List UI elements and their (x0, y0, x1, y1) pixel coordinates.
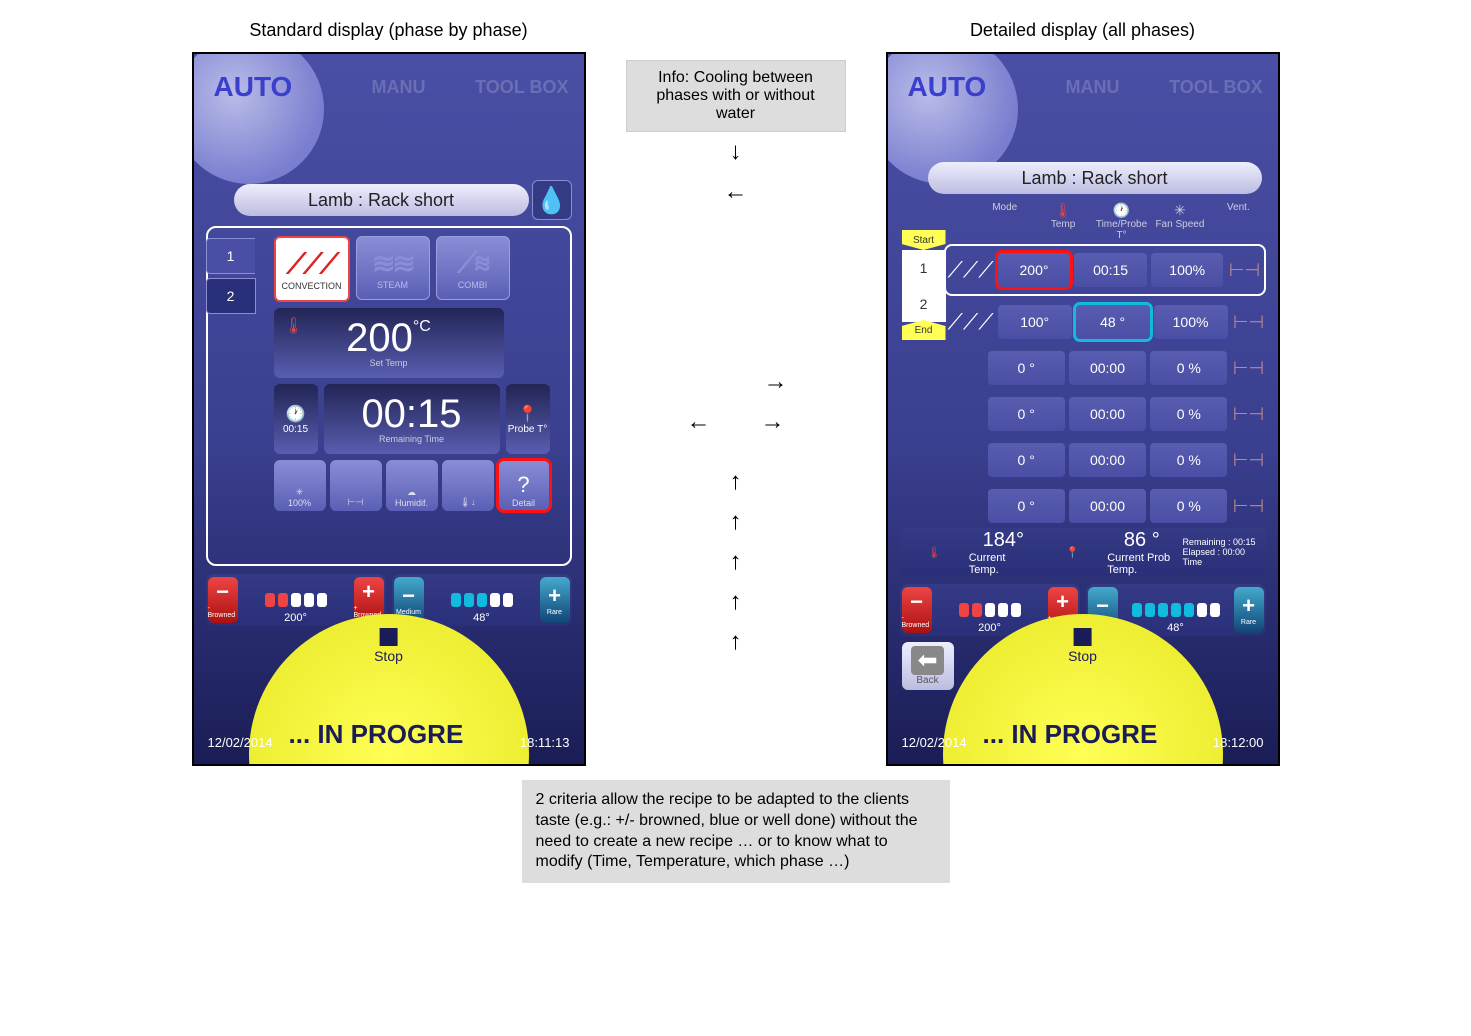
detail-row-4[interactable]: 0 °00:000 %⊢⊣ (948, 394, 1266, 434)
vent-button[interactable]: ⊢⊣ (330, 460, 382, 511)
temp-cell[interactable]: 0 ° (988, 397, 1065, 431)
end-marker: End (902, 320, 946, 340)
phase-panel: 1 2 ⟋⟋⟋CONVECTION ≋≋STEAM ⟋≋COMBI 🌡 200°… (206, 226, 572, 566)
detail-status-bar: 🌡 184°Current Temp. 📍 86 °Current Prob T… (900, 528, 1266, 576)
phase-tab-2[interactable]: 2 (206, 278, 256, 314)
temp-cell[interactable]: 0 ° (988, 351, 1065, 385)
start-marker: Start (902, 230, 946, 250)
heat-icon: 🌡↓ (460, 497, 476, 508)
time-cell[interactable]: 00:00 (1069, 397, 1146, 431)
temp-cell[interactable]: 0 ° (988, 443, 1065, 477)
time-elapsed-icon: 🕐00:15 (274, 384, 318, 454)
combi-icon: ⟋≋ (458, 247, 488, 280)
clock-icon: 🕐 (1113, 202, 1130, 218)
tab-manu[interactable]: MANU (337, 77, 460, 98)
water-icon[interactable]: 💧 (532, 180, 572, 220)
probe-icon: 📍 (1066, 546, 1080, 559)
mode-icon: ⟋⟋⟋ (948, 305, 994, 339)
criteria-callout: 2 criteria allow the recipe to be adapte… (522, 780, 950, 883)
status-text: ... IN PROGRE (983, 719, 1183, 750)
steam-icon: ≋≋ (372, 247, 413, 280)
top-tabs: AUTO MANU TOOL BOX (194, 62, 584, 112)
info-cooling-callout: Info: Cooling between phases with or wit… (626, 60, 846, 132)
mode-combi[interactable]: ⟋≋COMBI (436, 236, 510, 300)
temp-cell[interactable]: 100° (998, 305, 1072, 339)
detail-row-5[interactable]: 0 °00:000 %⊢⊣ (948, 440, 1266, 480)
tab-manu[interactable]: MANU (1031, 77, 1154, 98)
convection-icon: ⟋⟋⟋ (287, 248, 337, 281)
mode-convection[interactable]: ⟋⟋⟋CONVECTION (274, 236, 350, 302)
caption-detailed: Detailed display (all phases) (970, 20, 1195, 44)
detailed-device: AUTO MANU TOOL BOX Lamb : Rack short Mod… (886, 52, 1280, 766)
clock-label: 18:12:00 (1213, 735, 1264, 750)
fan-cell[interactable]: 0 % (1150, 489, 1227, 523)
time-cell[interactable]: 00:00 (1069, 489, 1146, 523)
fan-icon: ✳ (296, 487, 304, 498)
phase-num-1[interactable]: 1 (902, 250, 946, 286)
time-cell[interactable]: 00:00 (1069, 351, 1146, 385)
mode-icon (948, 397, 984, 431)
recipe-title: Lamb : Rack short (928, 162, 1262, 194)
time-cell[interactable]: 48 ° (1076, 305, 1150, 339)
tab-auto[interactable]: AUTO (194, 71, 337, 103)
fan-icon: ✳ (1174, 202, 1186, 218)
time-cell[interactable]: 00:00 (1069, 443, 1146, 477)
vent-icon[interactable]: ⊢⊣ (1231, 397, 1265, 431)
mode-icon (948, 351, 984, 385)
back-button[interactable]: ⬅Back (902, 642, 954, 690)
detail-rows: ⟋⟋⟋200°00:15100%⊢⊣⟋⟋⟋100°48 °100%⊢⊣0 °00… (948, 244, 1266, 532)
mode-icon (948, 489, 984, 523)
vent-icon[interactable]: ⊢⊣ (1231, 443, 1265, 477)
temp-cell[interactable]: 0 ° (988, 489, 1065, 523)
fan-cell[interactable]: 0 % (1150, 443, 1227, 477)
thermometer-icon: 🌡 (927, 546, 941, 559)
fan-cell[interactable]: 100% (1154, 305, 1228, 339)
fan-cell[interactable]: 0 % (1150, 351, 1227, 385)
fan-button[interactable]: ✳100% (274, 460, 326, 511)
heat-button[interactable]: 🌡↓ (442, 460, 494, 511)
detail-button[interactable]: ?Detail (498, 460, 550, 511)
status-text: ... IN PROGRE (289, 719, 489, 750)
fan-cell[interactable]: 0 % (1150, 397, 1227, 431)
vent-icon[interactable]: ⊢⊣ (1231, 489, 1265, 523)
tab-auto[interactable]: AUTO (888, 71, 1031, 103)
recipe-title: Lamb : Rack short (234, 184, 529, 216)
detail-headers: Mode 🌡Temp 🕐Time/Probe T° ✳Fan Speed Ven… (900, 202, 1266, 241)
detail-row-3[interactable]: 0 °00:000 %⊢⊣ (948, 348, 1266, 388)
phase-tab-1[interactable]: 1 (206, 238, 255, 274)
stop-button[interactable]: Stop (1068, 628, 1097, 664)
caption-standard: Standard display (phase by phase) (249, 20, 527, 44)
detail-row-2[interactable]: ⟋⟋⟋100°48 °100%⊢⊣ (948, 302, 1266, 342)
detail-row-1[interactable]: ⟋⟋⟋200°00:15100%⊢⊣ (944, 244, 1266, 296)
standard-device: AUTO MANU TOOL BOX Lamb : Rack short 💧 1… (192, 52, 586, 766)
probe-temp-button[interactable]: 📍Probe T° (506, 384, 550, 454)
humidif-icon: ☁ (407, 487, 416, 498)
date-label: 12/02/2014 (208, 735, 273, 750)
remaining-time-display[interactable]: 00:15 Remaining Time (324, 384, 500, 454)
temp-cell[interactable]: 200° (998, 253, 1071, 287)
callouts-column: Info: Cooling between phases with or wit… (626, 20, 846, 662)
mode-steam[interactable]: ≋≋STEAM (356, 236, 430, 300)
vent-icon[interactable]: ⊢⊣ (1231, 351, 1265, 385)
vent-icon[interactable]: ⊢⊣ (1232, 305, 1266, 339)
vent-icon[interactable]: ⊢⊣ (1227, 253, 1261, 287)
time-cell[interactable]: 00:15 (1074, 253, 1147, 287)
vent-icon: ⊢⊣ (348, 497, 364, 508)
tab-toolbox[interactable]: TOOL BOX (460, 77, 583, 98)
humidif-button[interactable]: ☁Humidif. (386, 460, 438, 511)
tab-toolbox[interactable]: TOOL BOX (1154, 77, 1277, 98)
clock-label: 18:11:13 (520, 735, 570, 750)
thermometer-icon: 🌡 (284, 316, 304, 336)
stop-button[interactable]: Stop (374, 628, 403, 664)
detail-row-6[interactable]: 0 °00:000 %⊢⊣ (948, 486, 1266, 526)
mode-icon (948, 443, 984, 477)
set-temp-display[interactable]: 🌡 200°C Set Temp (274, 308, 504, 378)
date-label: 12/02/2014 (902, 735, 967, 750)
thermometer-icon: 🌡 (1054, 202, 1072, 218)
fan-cell[interactable]: 100% (1151, 253, 1224, 287)
phase-num-2[interactable]: 2 (902, 286, 946, 322)
mode-icon: ⟋⟋⟋ (948, 253, 994, 287)
